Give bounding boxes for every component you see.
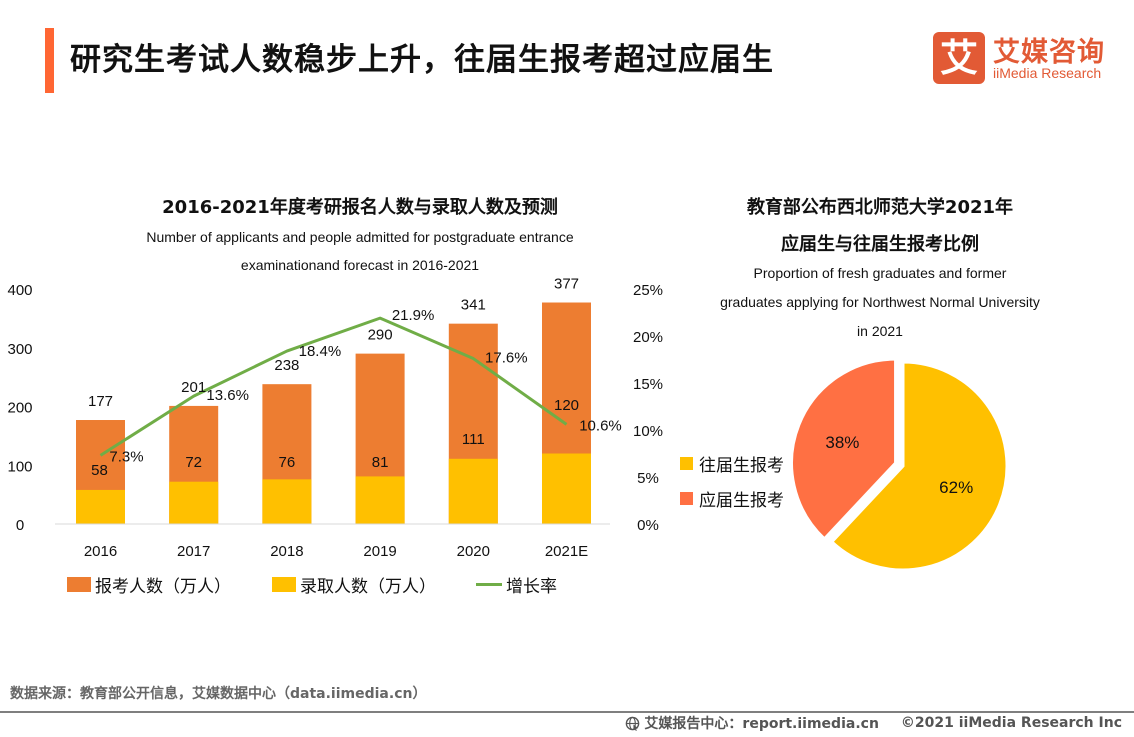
page-title: 研究生考试人数稳步上升，往届生报考超过应届生 <box>70 42 774 78</box>
growth-rate-line <box>99 316 568 457</box>
pie-legend-label-former: 往届生报考 <box>699 456 784 476</box>
footer-divider <box>0 711 1134 713</box>
pie-chart-subtitle-line-3: in 2021 <box>857 323 903 339</box>
y-right-tick-label: 15% <box>633 376 663 393</box>
x-tick-label: 2017 <box>177 543 210 560</box>
y-right-tick-label: 20% <box>633 329 663 346</box>
logo-english-name: iiMedia Research <box>993 65 1102 81</box>
pie-chart-subtitle-line-1: Proportion of fresh graduates and former <box>753 265 1007 281</box>
bar-admitted <box>169 481 219 524</box>
bar-chart-subtitle-line-1: Number of applicants and people admitted… <box>146 229 574 245</box>
bar-admitted <box>542 453 591 524</box>
bar-label-admitted: 76 <box>279 454 296 471</box>
pie-slice-label: 38% <box>825 433 859 452</box>
growth-rate-label: 21.9% <box>392 307 435 324</box>
growth-rate-label: 13.6% <box>206 387 249 404</box>
copyright: ©2021 iiMedia Research Inc <box>900 715 1122 731</box>
x-tick-label: 2019 <box>363 543 396 560</box>
bar-line-chart: 0 100 200 300 400 0% 5% 10% 15% 20% 25% 177 201 238… <box>7 276 663 560</box>
x-tick-label: 2018 <box>270 543 303 560</box>
logo-icon: 艾 <box>933 32 985 84</box>
bar-admitted <box>448 458 498 524</box>
growth-rate-label: 18.4% <box>299 343 342 360</box>
y-right-tick-label: 5% <box>637 470 659 487</box>
y-left-tick-label: 0 <box>16 517 24 534</box>
pie-slice-label: 62% <box>939 478 973 497</box>
globe-icon <box>626 716 640 731</box>
bar-label-admitted: 58 <box>91 462 108 479</box>
bar-admitted <box>355 476 405 524</box>
bar-label-admitted: 72 <box>185 454 202 471</box>
pie-legend-item-fresh: 应届生报考 <box>680 486 784 511</box>
report-center-link[interactable]: 艾媒报告中心：report.iimedia.cn <box>644 716 879 732</box>
pie-legend-item-former: 往届生报考 <box>680 451 784 476</box>
bar-label-applicants: 238 <box>274 357 299 374</box>
growth-rate-label: 17.6% <box>485 350 528 367</box>
y-left-tick-label: 200 <box>7 400 32 417</box>
legend-swatch-applicants <box>67 577 91 592</box>
pie-slice <box>829 360 1009 572</box>
bar-label-applicants: 290 <box>368 327 393 344</box>
bar-label-admitted: 111 <box>462 431 485 448</box>
bar-admitted <box>262 479 312 524</box>
bar-label-applicants: 177 <box>88 393 113 410</box>
pie-chart-title-line-1: 教育部公布西北师范大学2021年 <box>746 197 1014 218</box>
y-right-tick-label: 25% <box>633 282 663 299</box>
pie-chart-title-line-2: 应届生与往届生报考比例 <box>781 234 979 255</box>
pie-chart: 62% 38% <box>790 357 1009 572</box>
pie-legend-swatch-fresh <box>680 492 693 505</box>
bar-label-applicants: 201 <box>181 379 206 396</box>
logo-chinese-name: 艾媒咨询 <box>993 37 1105 68</box>
bar-admitted <box>76 489 125 524</box>
bar-label-admitted: 81 <box>372 454 389 471</box>
y-left-tick-label: 400 <box>7 282 32 299</box>
bar-label-applicants: 377 <box>554 276 579 293</box>
growth-rate-label: 7.3% <box>109 448 143 465</box>
y-left-tick-label: 100 <box>7 458 32 475</box>
legend-swatch-growth-rate <box>476 583 502 586</box>
legend-item-admitted: 录取人数（万人） <box>272 572 436 597</box>
title-accent-bar <box>45 28 54 93</box>
bar-chart-title: 2016-2021年度考研报名人数与录取人数及预测 <box>162 197 558 218</box>
y-right-tick-label: 10% <box>633 423 663 440</box>
pie-slice <box>790 357 898 541</box>
legend-label-applicants: 报考人数（万人） <box>95 577 231 597</box>
pie-legend-swatch-former <box>680 457 693 470</box>
legend-item-applicants: 报考人数（万人） <box>67 572 231 597</box>
y-left-tick-label: 300 <box>7 341 32 358</box>
data-source: 数据来源：教育部公开信息，艾媒数据中心（data.iimedia.cn） <box>10 686 427 702</box>
pie-chart-subtitle-line-2: graduates applying for Northwest Normal … <box>720 294 1040 310</box>
legend-swatch-admitted <box>272 577 296 592</box>
growth-rate-label: 10.6% <box>579 417 622 434</box>
legend-item-growth-rate: 增长率 <box>476 572 557 597</box>
iimedia-logo: 艾 艾媒咨询 iiMedia Research <box>933 32 1118 84</box>
legend-label-growth-rate: 增长率 <box>506 577 557 597</box>
bar-label-applicants: 341 <box>461 297 486 314</box>
y-right-tick-label: 0% <box>637 517 659 534</box>
pie-legend-label-fresh: 应届生报考 <box>699 491 784 511</box>
x-tick-label: 2016 <box>84 543 117 560</box>
footer: 艾媒报告中心：report.iimedia.cn ©2021 iiMedia R… <box>625 713 1122 733</box>
legend-label-admitted: 录取人数（万人） <box>300 577 436 597</box>
x-tick-label: 2021E <box>545 543 588 560</box>
bar-label-admitted: 120 <box>554 397 579 414</box>
x-tick-label: 2020 <box>457 543 490 560</box>
bar-chart-subtitle-line-2: examinationand forecast in 2016-2021 <box>240 257 480 273</box>
